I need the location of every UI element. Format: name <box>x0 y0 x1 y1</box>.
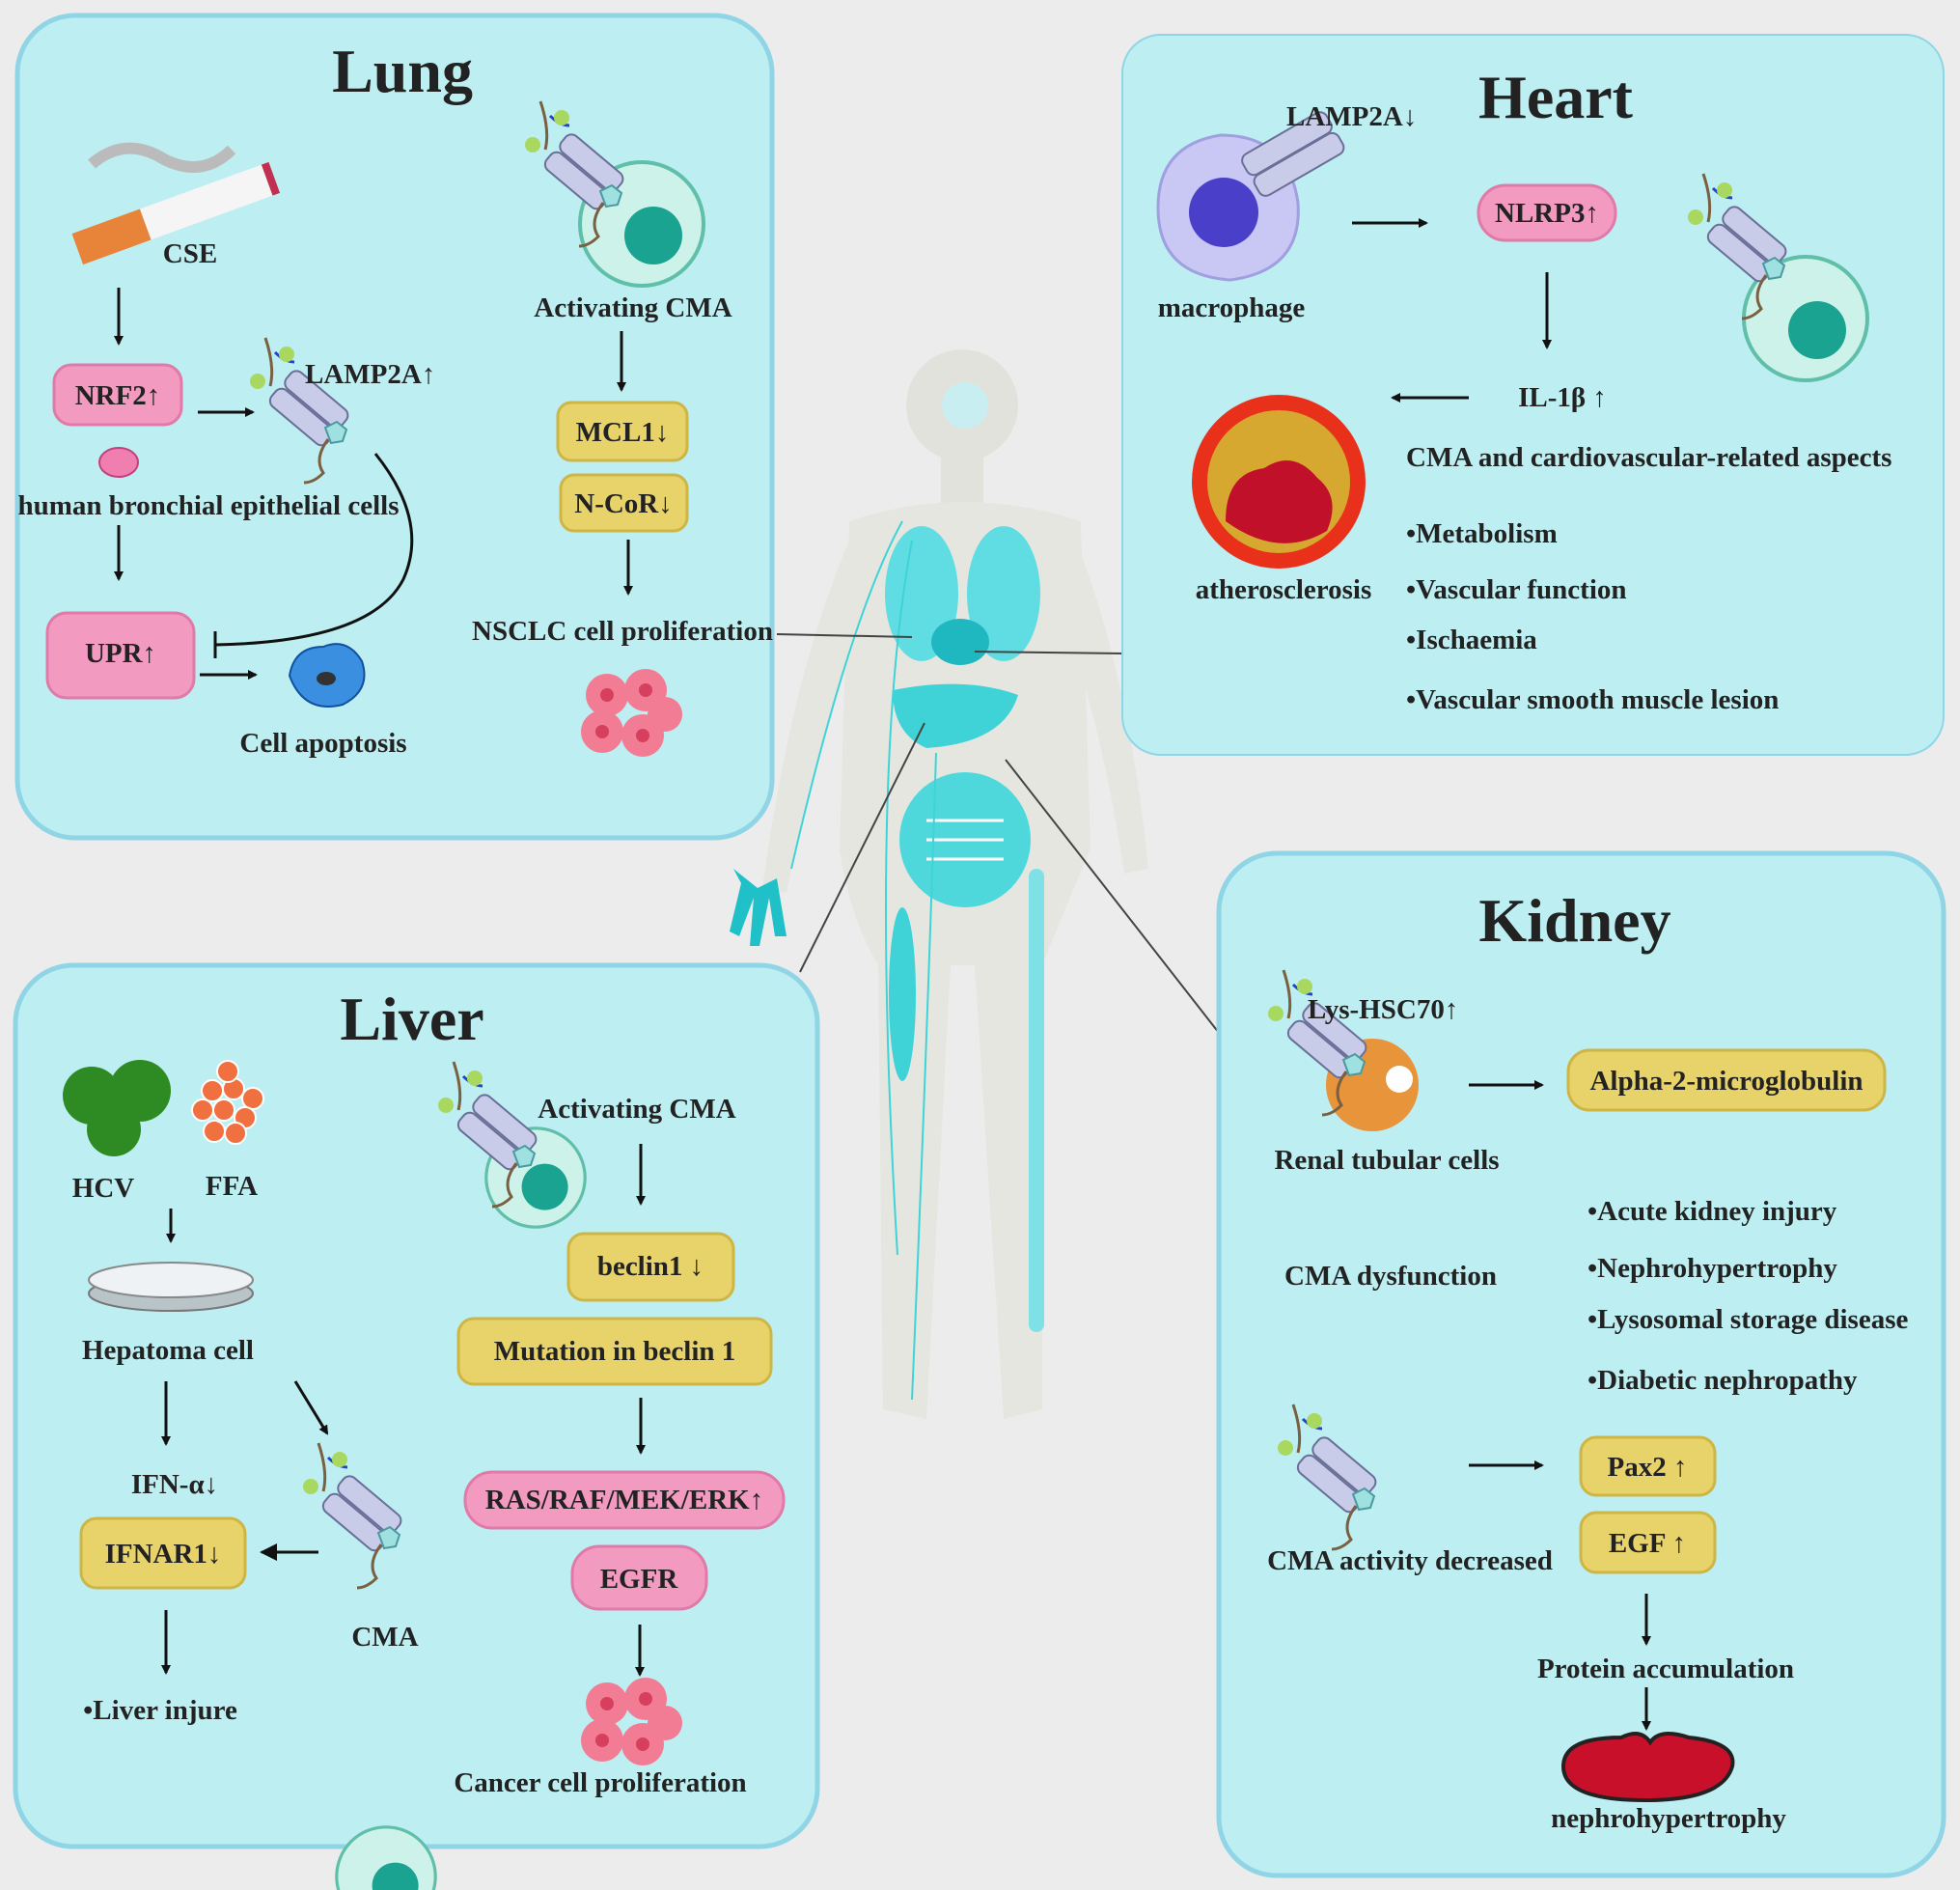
hcv-label: HCV <box>72 1173 135 1204</box>
aspects-heading: CMA and cardiovascular-related aspects <box>1406 442 1891 473</box>
aspect-item: •Vascular smooth muscle lesion <box>1406 684 1779 715</box>
atherosclerosis-label: atherosclerosis <box>1196 574 1372 605</box>
cse-label: CSE <box>163 238 217 269</box>
apoptosis-label: Cell apoptosis <box>239 728 406 759</box>
aspect-item: •Vascular function <box>1406 574 1627 605</box>
activating-cma-label: Activating CMA <box>538 1094 735 1125</box>
decreased-label: CMA activity decreased <box>1267 1545 1553 1576</box>
pax2-label: Pax2 ↑ <box>1608 1452 1688 1483</box>
macrophage-icon <box>1156 111 1345 282</box>
kidney-icon <box>1560 1732 1735 1803</box>
egf-label: EGF ↑ <box>1609 1528 1686 1559</box>
beclin1-label: beclin1 ↓ <box>597 1251 704 1282</box>
beclin1-box <box>566 1232 735 1302</box>
hbec-label: human bronchial epithelial cells <box>17 490 399 521</box>
ifnar1-box <box>79 1516 247 1590</box>
heart-connector <box>974 651 1123 654</box>
renal-label: Renal tubular cells <box>1274 1145 1499 1176</box>
kidney-connector <box>1005 759 1220 1034</box>
ncor-label: N-CoR↓ <box>574 488 673 519</box>
apoptotic-cell-icon <box>288 643 366 708</box>
ffa-label: FFA <box>206 1171 258 1202</box>
lamp2a-label: LAMP2A↑ <box>305 359 435 390</box>
disease-item: •Nephrohypertrophy <box>1587 1253 1837 1284</box>
bronchial-cell-icon <box>98 447 139 478</box>
alpha-label: Alpha-2-microglobulin <box>1589 1066 1863 1097</box>
heart-title: Heart <box>1478 63 1634 131</box>
ncor-box <box>559 473 689 533</box>
macrophage-label: macrophage <box>1158 292 1306 323</box>
pax2-box <box>1579 1435 1717 1497</box>
dysfunction-label: CMA dysfunction <box>1284 1261 1497 1292</box>
egfr-label: EGFR <box>600 1564 679 1595</box>
ffa-icon <box>191 1060 264 1145</box>
kidney-title: Kidney <box>1478 886 1670 955</box>
lung-connector <box>776 633 913 638</box>
ras-box <box>463 1470 786 1530</box>
liver-title: Liver <box>340 985 483 1053</box>
mcl1-label: MCL1↓ <box>576 417 670 448</box>
lung-panel: Lung CSE NRF2↑ LAMP2A↑ human bronchial e… <box>14 13 775 841</box>
disease-item: •Acute kidney injury <box>1587 1196 1837 1227</box>
liver-injure-label: •Liver injure <box>83 1695 237 1726</box>
inhibition-curve <box>214 453 414 647</box>
disease-item: •Diabetic nephropathy <box>1587 1365 1858 1396</box>
atherosclerosis-icon <box>1192 395 1366 569</box>
protein-label: Protein accumulation <box>1537 1654 1794 1684</box>
hepatoma-label: Hepatoma cell <box>82 1335 254 1366</box>
egfr-box <box>570 1544 708 1611</box>
leg-muscle <box>889 907 916 1081</box>
upr-box <box>45 611 196 700</box>
nsclc-label: NSCLC cell proliferation <box>472 616 773 647</box>
mutation-box <box>456 1317 773 1386</box>
cigarette-icon <box>71 142 281 265</box>
liver-panel: Liver HCV FFA Hepatoma cell IFN-α↓ IFNAR… <box>13 962 820 1890</box>
lung-title: Lung <box>332 37 473 105</box>
lys-hsc70-label: Lys-HSC70↑ <box>1308 994 1458 1025</box>
lamp2a-down-label: LAMP2A↓ <box>1286 101 1417 132</box>
cancer-label: Cancer cell proliferation <box>454 1767 746 1798</box>
ras-label: RAS/RAF/MEK/ERK↑ <box>485 1485 763 1515</box>
il1b-label: IL-1β ↑ <box>1518 382 1607 413</box>
nlrp3-label: NLRP3↑ <box>1495 198 1599 229</box>
ifnar1-label: IFNAR1↓ <box>105 1539 222 1570</box>
heart-panel: Heart LAMP2A↓ macrophage NLRP3↑ IL-1β ↑ … <box>1121 34 1945 756</box>
nephro-label: nephrohypertrophy <box>1551 1803 1786 1834</box>
liver-connector <box>799 722 925 973</box>
liver-organ <box>893 683 1018 748</box>
activating-cma-label: Activating CMA <box>534 292 732 323</box>
mutation-label: Mutation in beclin 1 <box>494 1336 736 1367</box>
alpha-box <box>1566 1048 1887 1112</box>
leg-bone <box>1029 869 1044 1332</box>
nrf2-box <box>52 363 183 427</box>
cma-label: CMA <box>351 1622 418 1653</box>
ifna-label: IFN-α↓ <box>131 1469 218 1500</box>
mcl1-box <box>556 401 689 462</box>
hcv-virus-icon <box>63 1060 171 1156</box>
upr-label: UPR↑ <box>85 638 156 669</box>
nrf2-label: NRF2↑ <box>75 380 161 411</box>
culture-dish-icon <box>88 1262 254 1312</box>
nlrp3-box <box>1477 183 1617 242</box>
egf-box <box>1579 1511 1717 1574</box>
hand <box>730 869 787 946</box>
disease-item: •Lysosomal storage disease <box>1587 1304 1908 1335</box>
kidney-panel: Kidney Lys-HSC70↑ Renal tubular cells Al… <box>1216 850 1946 1878</box>
heart-organ <box>931 619 989 665</box>
aspect-item: •Metabolism <box>1406 518 1558 549</box>
aspect-item: •Ischaemia <box>1406 625 1537 655</box>
human-body-figure <box>730 349 1148 1419</box>
